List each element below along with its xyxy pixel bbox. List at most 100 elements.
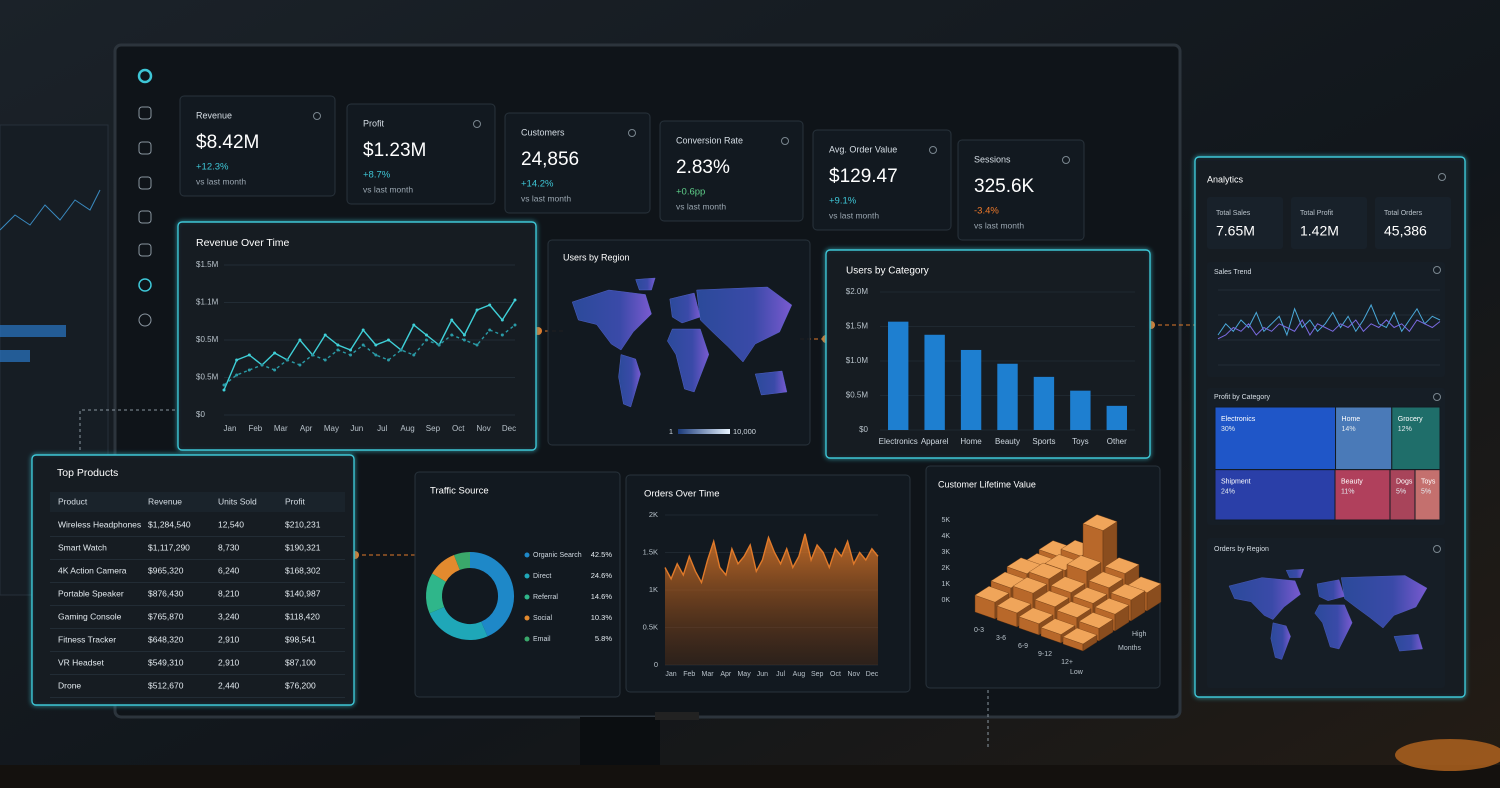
logo	[137, 68, 153, 84]
close-icon[interactable]	[1433, 393, 1441, 401]
x-tick-label: Aug	[400, 424, 414, 433]
close-icon[interactable]	[1438, 173, 1446, 181]
close-icon[interactable]	[1433, 545, 1441, 553]
y-tick-label: 0.5K	[643, 622, 658, 631]
nav-icon[interactable]	[138, 243, 152, 257]
revenue-point	[488, 328, 492, 332]
revenue-point	[336, 348, 340, 352]
cube-top	[1062, 627, 1098, 645]
table-cell: $210,231	[285, 519, 321, 529]
axis-title: Months	[1118, 645, 1141, 652]
kpi-note: vs last month	[363, 184, 413, 194]
y-tick-label: 0K	[941, 597, 950, 604]
table-cell: Portable Speaker	[58, 588, 124, 598]
nav-icon[interactable]	[138, 313, 152, 327]
nav-icon[interactable]	[138, 106, 152, 120]
table-header: Revenue	[148, 496, 182, 506]
panel-title: Users by Category	[846, 266, 929, 277]
cube-top	[1094, 597, 1130, 615]
table-cell: $965,320	[148, 565, 184, 575]
close-icon[interactable]	[1433, 266, 1441, 274]
y-tick-label: $0	[859, 425, 868, 434]
x-tick-label: 0-3	[974, 627, 984, 634]
treemap-cell	[1391, 406, 1441, 471]
chart-title: Orders by Region	[1214, 546, 1269, 553]
cube-top	[1082, 514, 1118, 531]
revenue-point	[311, 353, 315, 357]
revenue-point	[475, 343, 479, 347]
treemap-cell	[1414, 469, 1441, 521]
kpi-label: Revenue	[196, 110, 232, 120]
kpi-change: +9.1%	[829, 196, 857, 207]
close-icon[interactable]	[929, 146, 937, 154]
table-cell: Smart Watch	[58, 542, 107, 552]
bar	[1070, 390, 1091, 430]
x-tick-label: Home	[960, 437, 982, 446]
kpi-change: +14.2%	[521, 179, 554, 190]
kpi-card	[659, 120, 804, 222]
revenue-point	[260, 363, 264, 367]
nav-icon[interactable]	[138, 278, 152, 292]
x-tick-label: Beauty	[995, 437, 1020, 446]
legend-dot	[524, 552, 530, 558]
x-tick-label: Feb	[248, 424, 262, 433]
side-monitor-bar	[0, 325, 66, 337]
stat-label: Total Profit	[1300, 210, 1333, 217]
close-icon[interactable]	[1062, 156, 1070, 164]
kpi-note: vs last month	[974, 220, 1024, 230]
revenue-point	[247, 353, 251, 357]
y-tick-label: $2.0M	[846, 287, 869, 296]
table-cell: $190,321	[285, 542, 321, 552]
continent	[667, 328, 710, 393]
value-label: 42.5%	[591, 550, 613, 559]
y-tick-label: $0.5M	[196, 373, 219, 382]
revenue-point	[336, 343, 340, 347]
panel-title: Orders Over Time	[644, 489, 720, 500]
cube-top	[1088, 571, 1124, 589]
kpi-card	[346, 103, 496, 205]
close-icon[interactable]	[313, 112, 321, 120]
stat-card	[1291, 197, 1367, 249]
table-cell: $512,670	[148, 680, 184, 690]
close-icon[interactable]	[473, 120, 481, 128]
table-cell: 8,210	[218, 588, 240, 598]
continent	[1228, 577, 1301, 620]
kpi-label: Conversion Rate	[676, 135, 743, 145]
x-tick-label: Nov	[477, 424, 491, 433]
continent	[669, 292, 701, 324]
y-tick-label: 2K	[941, 565, 950, 572]
table-cell: $76,200	[285, 680, 316, 690]
chart-title: Profit by Category	[1214, 394, 1271, 401]
treemap-value: 5%	[1396, 488, 1406, 495]
close-icon[interactable]	[628, 129, 636, 137]
close-icon[interactable]	[781, 137, 789, 145]
table-header: Units Sold	[218, 496, 257, 506]
bar	[1106, 405, 1127, 430]
stat-label: Total Sales	[1216, 210, 1251, 217]
table-cell: Wireless Headphones	[58, 519, 141, 529]
x-tick-label: 6-9	[1018, 643, 1028, 650]
donut-slice	[453, 552, 471, 571]
continent	[1285, 569, 1305, 578]
legend-gradient	[678, 429, 730, 434]
y-tick-label: $0.5M	[846, 391, 869, 400]
kpi-value: 24,856	[521, 149, 579, 170]
nav-icon[interactable]	[138, 141, 152, 155]
panel-title: Analytics	[1207, 174, 1244, 184]
table-cell: 2,440	[218, 680, 240, 690]
revenue-point	[437, 343, 441, 347]
cube-top	[1028, 562, 1064, 580]
x-tick-label: Jun	[350, 424, 363, 433]
revenue-point	[513, 323, 517, 327]
table-header: Product	[58, 496, 88, 506]
nav-icon[interactable]	[138, 176, 152, 190]
legend-label: 10,000	[733, 427, 756, 436]
revenue-point	[424, 338, 428, 342]
stat-value: 1.42M	[1300, 223, 1339, 239]
y-tick-label: 1K	[649, 585, 658, 594]
revenue-point	[361, 343, 365, 347]
nav-icon[interactable]	[138, 210, 152, 224]
treemap-value: 14%	[1342, 426, 1356, 433]
revenue-point	[450, 318, 454, 322]
